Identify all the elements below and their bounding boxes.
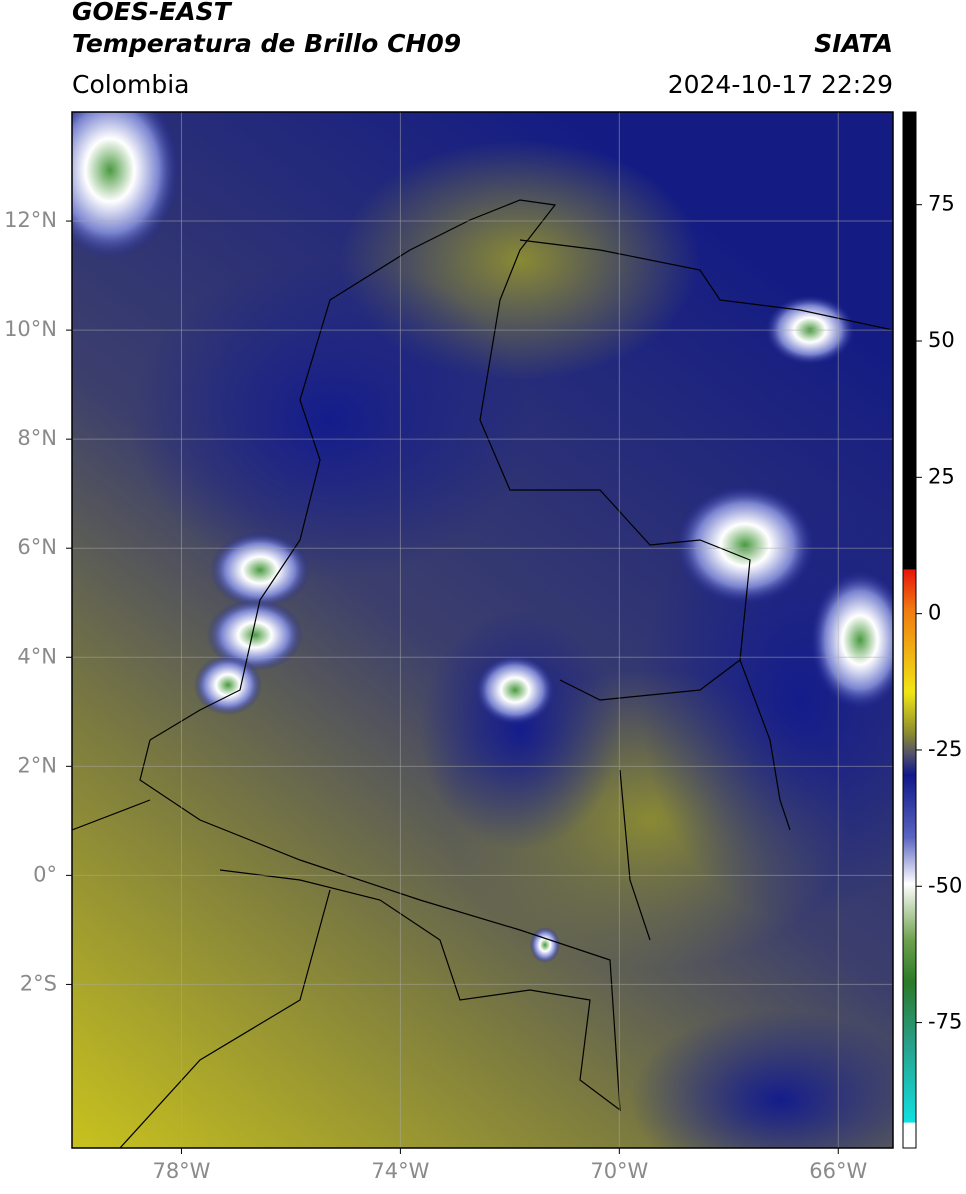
colorbar-tick-label: -25 [928,737,962,761]
map-frame [71,111,894,1149]
lat-tick-label: 2°N [17,753,57,777]
title: GOES-EAST [72,0,233,26]
lat-tick-label: 10°N [4,317,57,341]
colorbar [902,111,917,1149]
lon-tick-label: 66°W [809,1159,867,1183]
colorbar-tick-label: 50 [928,328,955,352]
source: SIATA [814,29,893,58]
lat-tick-label: 12°N [4,208,57,232]
subtitle: Temperatura de Brillo CH09 [72,29,461,58]
colorbar-tick-label: 25 [928,464,955,488]
lat-tick-label: 0° [33,862,57,886]
colorbar-tick-label: -75 [928,1010,962,1034]
lon-tick-label: 70°W [590,1159,648,1183]
colorbar-tick-label: -50 [928,873,962,897]
lon-tick-label: 74°W [371,1159,429,1183]
region: Colombia [72,70,189,99]
lat-tick-label: 8°N [17,426,57,450]
lon-tick-label: 78°W [152,1159,210,1183]
satellite-image [72,112,893,1148]
timestamp: 2024-10-17 22:29 [668,70,893,99]
colorbar-tick-label: 75 [928,192,955,216]
lat-tick-label: 6°N [17,535,57,559]
lat-tick-label: 4°N [17,644,57,668]
lat-tick-label: 2°S [20,971,57,995]
colorbar-tick-label: 0 [928,601,941,625]
graticule [72,112,893,1148]
